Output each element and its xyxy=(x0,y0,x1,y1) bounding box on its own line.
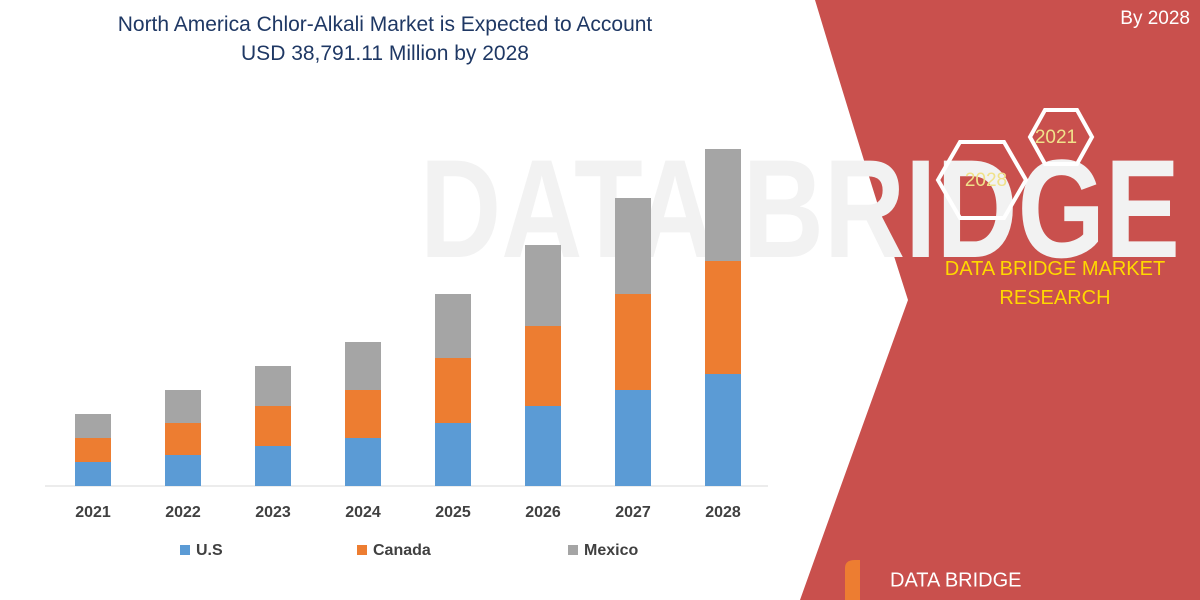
x-tick-label: 2027 xyxy=(615,504,651,521)
hex-label: 2021 xyxy=(1035,127,1077,148)
bar-segment xyxy=(615,390,651,486)
hexagon xyxy=(935,140,1029,220)
legend-swatch xyxy=(568,545,578,555)
logo-mark xyxy=(845,560,860,600)
x-tick-label: 2024 xyxy=(345,504,381,521)
bar-segment xyxy=(165,423,201,455)
bar-segment xyxy=(435,423,471,486)
bar-segment xyxy=(75,438,111,462)
corner-text: By 2028 xyxy=(1120,8,1190,29)
hex-label: 2028 xyxy=(965,170,1007,191)
bar-segment xyxy=(705,374,741,486)
x-tick-label: 2025 xyxy=(435,504,471,521)
bar-segment xyxy=(165,390,201,423)
bar-segment xyxy=(525,406,561,486)
bar-segment xyxy=(255,446,291,486)
legend-label: Mexico xyxy=(584,542,638,559)
bar-segment xyxy=(525,245,561,326)
bar-segment xyxy=(75,462,111,486)
bar-segment xyxy=(525,326,561,406)
title-line: North America Chlor-Alkali Market is Exp… xyxy=(117,13,653,36)
bar-segment xyxy=(345,438,381,486)
legend-label: Canada xyxy=(373,542,431,559)
x-tick-label: 2021 xyxy=(75,504,111,521)
side-panel xyxy=(800,0,1200,600)
x-tick-label: 2023 xyxy=(255,504,291,521)
hexagon xyxy=(1027,108,1095,166)
bar-segment xyxy=(255,366,291,406)
bar-segment xyxy=(75,414,111,438)
bar-segment xyxy=(345,390,381,438)
bar-segment xyxy=(615,294,651,390)
title-line: USD 38,791.11 Million by 2028 xyxy=(241,42,529,65)
legend-swatch xyxy=(357,545,367,555)
x-tick-label: 2028 xyxy=(705,504,741,521)
bar-segment xyxy=(435,358,471,423)
legend-label: U.S xyxy=(196,542,223,559)
chart-title: North America Chlor-Alkali Market is Exp… xyxy=(70,10,700,68)
logo-text: DATA BRIDGE xyxy=(890,569,1022,591)
bar-segment xyxy=(435,294,471,358)
bar-segment xyxy=(615,198,651,294)
bar-segment xyxy=(705,261,741,374)
bar-segment xyxy=(255,406,291,446)
legend-swatch xyxy=(180,545,190,555)
bar-segment xyxy=(165,455,201,486)
bar-segment xyxy=(345,342,381,390)
bar-segment xyxy=(705,149,741,261)
x-tick-label: 2026 xyxy=(525,504,561,521)
x-tick-label: 2022 xyxy=(165,504,201,521)
brand: DATA BRIDGE MARKET RESEARCH xyxy=(944,258,1166,309)
